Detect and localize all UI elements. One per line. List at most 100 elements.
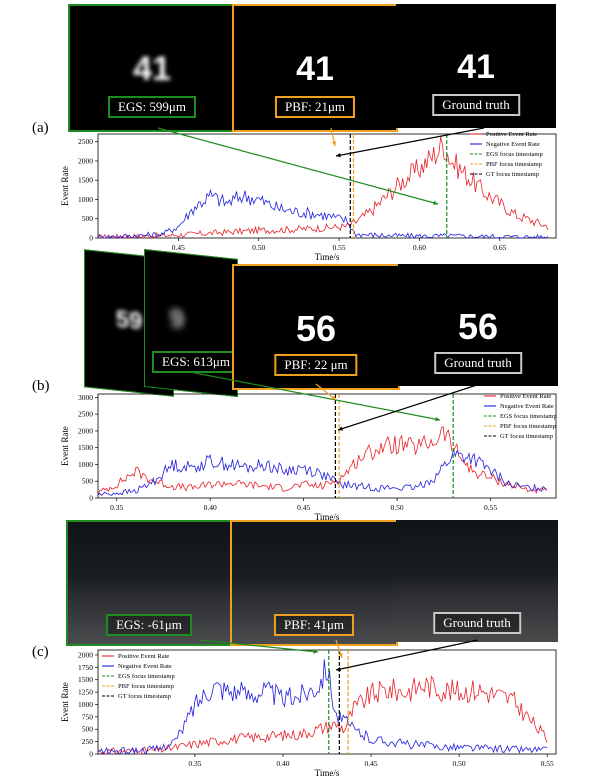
x-tick-label: 0.35 [188,759,201,768]
negative-event-rate-line [97,659,548,755]
y-axis-label: Event Rate [60,426,70,466]
connector-arrow [157,127,439,205]
connector-arrowhead [435,417,440,422]
legend-label: GT focus timestamp [500,433,553,440]
negative-event-rate-line [97,449,547,496]
y-tick-label: 1500 [78,176,93,185]
x-tick-label: 0.45 [172,243,185,252]
y-tick-label: 500 [82,214,94,223]
connector-arrow [335,639,479,671]
pbf-caption: PBF: 22 μm [274,354,358,376]
gt-caption: Ground truth [433,612,521,634]
pbf-caption: PBF: 41μm [273,614,355,636]
legend-label: EGS focus timestamp [486,151,543,158]
plot-frame [97,133,557,239]
y-tick-label: 1000 [78,700,93,709]
legend-label: Positive Event Rate [118,653,169,660]
thumb-digits: 41 [296,50,334,88]
y-tick-label: 1000 [78,195,93,204]
panel-b: (b) 59 9 EGS: 613μm 56 PBF: 22 μm 56 Gro… [0,249,600,522]
y-tick-label: 750 [82,712,94,721]
negative-event-rate-line [97,188,549,240]
panel-c: (c) EGS: -61μm PBF: 41μm Ground truth 0.… [0,518,600,778]
y-tick-label: 2000 [78,156,93,165]
event-rate-chart-b: 0.35 0.40 0.45 0.50 0.55 0 500 1000 1500 2000 2500… [60,371,557,522]
x-tick-label: 0.55 [541,759,554,768]
connector-arrowhead [331,141,337,146]
x-axis-label: Time/s [315,512,340,522]
y-tick-label: 0 [89,750,93,759]
connector-arrowhead [331,395,336,400]
connector-arrow [189,371,441,421]
gt-caption: Ground truth [432,94,520,116]
legend-label: PBF focus timestamp [118,683,174,690]
y-tick-label: 1500 [78,675,93,684]
connector-arrow [199,639,319,653]
thumb-digits: 41 [133,50,171,88]
y-tick-label: 1000 [78,460,93,469]
legend-label: GT focus timestamp [486,171,539,178]
y-tick-label: 1250 [78,688,93,697]
positive-event-rate-line [97,426,547,495]
panel-label: (c) [32,644,49,660]
egs-thumbnail: EGS: -61μm [66,520,232,646]
y-tick-label: 2000 [78,426,93,435]
y-tick-label: 500 [82,477,94,486]
legend-label: Positive Event Rate [500,393,551,400]
y-axis-label: Event Rate [60,682,70,722]
legend-label: EGS focus timestamp [500,413,557,420]
pbf-thumbnail: 56 PBF: 22 μm [232,264,400,390]
connector-arrowhead [338,653,343,658]
x-tick-label: 0.50 [252,243,265,252]
egs-caption: EGS: -61μm [106,614,192,636]
x-tick-label: 0.40 [204,503,217,512]
pbf-thumbnail: PBF: 41μm [230,520,398,646]
x-tick-label: 0.50 [391,503,404,512]
gt-thumbnail: 56 Ground truth [398,264,558,386]
plot-frame [97,393,557,499]
event-rate-chart-c: 0.35 0.40 0.45 0.50 0.55 0 250 500 750 1000 1250 15… [60,639,557,778]
legend-label: Negative Event Rate [500,403,554,410]
connector-arrow [335,127,485,157]
gt-thumbnail: 41 Ground truth [396,4,556,128]
x-axis-label: Time/s [315,768,340,778]
y-tick-label: 2000 [78,650,93,659]
connector-arrowhead [433,200,438,205]
y-tick-label: 250 [82,737,94,746]
y-tick-label: 500 [82,725,94,734]
legend-label: PBF focus timestamp [486,161,542,168]
panel-a: (a) 41 EGS: 599μm 41 PBF: 21μm 41 Ground… [0,0,600,262]
legend-label: Positive Event Rate [486,131,537,138]
x-tick-label: 0.55 [484,503,497,512]
y-tick-label: 1500 [78,443,93,452]
y-tick-label: 1750 [78,663,93,672]
x-tick-label: 0.45 [297,503,310,512]
thumb-digits: 56 [457,306,499,347]
x-tick-label: 0.50 [453,759,466,768]
x-tick-label: 0.35 [110,503,123,512]
x-tick-label: 0.40 [276,759,289,768]
y-tick-label: 3000 [78,393,93,402]
egs-caption: EGS: 599μm [107,96,197,118]
y-tick-label: 2500 [78,137,93,146]
legend-label: Negative Event Rate [486,141,540,148]
y-tick-label: 2500 [78,410,93,419]
legend-label: EGS focus timestamp [118,673,175,680]
gt-thumbnail: Ground truth [396,520,558,642]
plot-frame [97,649,557,755]
connector-arrowhead [313,649,318,654]
pbf-caption: PBF: 21μm [274,96,356,118]
x-tick-label: 0.65 [493,243,506,252]
positive-event-rate-line [97,675,548,755]
y-tick-label: 0 [89,234,93,243]
x-tick-label: 0.45 [364,759,377,768]
y-axis-label: Event Rate [60,166,70,206]
x-tick-label: 0.55 [332,243,345,252]
gt-caption: Ground truth [434,352,522,374]
event-rate-chart-a: 0.45 0.50 0.55 0.60 0.65 0 500 1000 1500 2000 2500… [60,127,557,262]
panel-label: (a) [32,120,49,136]
pbf-thumbnail: 41 PBF: 21μm [232,4,398,132]
y-tick-label: 0 [89,494,93,503]
positive-event-rate-line [97,136,549,239]
thumb-digits: 56 [295,308,337,349]
